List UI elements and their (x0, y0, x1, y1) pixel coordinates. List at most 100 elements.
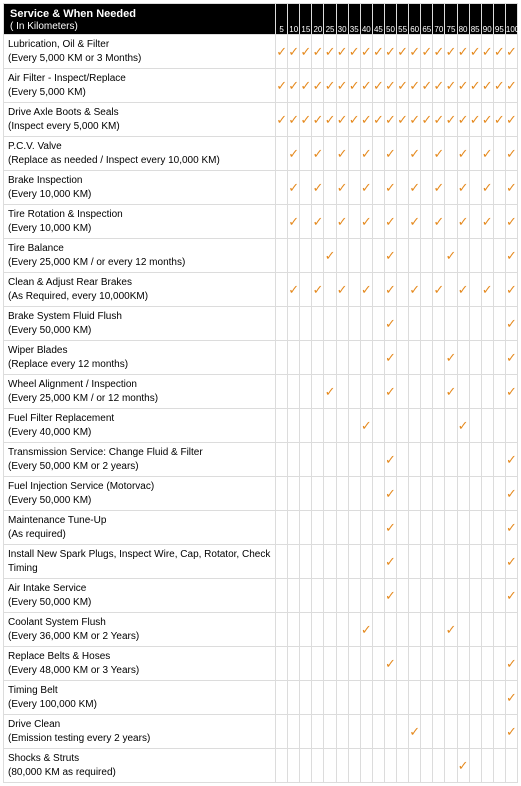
check-cell (397, 681, 409, 715)
check-cell: ✓ (336, 205, 348, 239)
check-cell (360, 749, 372, 783)
check-cell (445, 545, 457, 579)
header-km-75: 75 (445, 4, 457, 35)
check-cell: ✓ (493, 69, 505, 103)
check-cell (372, 613, 384, 647)
check-cell (348, 307, 360, 341)
check-cell (469, 239, 481, 273)
check-cell (481, 341, 493, 375)
check-cell (300, 579, 312, 613)
check-cell: ✓ (384, 171, 396, 205)
check-cell: ✓ (481, 137, 493, 171)
check-cell (336, 341, 348, 375)
check-cell (445, 171, 457, 205)
service-label: Install New Spark Plugs, Inspect Wire, C… (4, 545, 276, 579)
check-cell (481, 239, 493, 273)
check-cell: ✓ (384, 647, 396, 681)
check-cell (276, 579, 288, 613)
check-cell (457, 511, 469, 545)
check-cell (433, 715, 445, 749)
check-cell (481, 681, 493, 715)
check-cell (421, 511, 433, 545)
check-cell (409, 409, 421, 443)
check-cell (433, 613, 445, 647)
check-cell: ✓ (276, 69, 288, 103)
check-cell (384, 409, 396, 443)
check-cell (493, 579, 505, 613)
check-cell (493, 681, 505, 715)
check-cell (288, 579, 300, 613)
check-cell (348, 579, 360, 613)
table-row: Wheel Alignment / Inspection(Every 25,00… (4, 375, 518, 409)
table-row: Brake Inspection(Every 10,000 KM)✓✓✓✓✓✓✓… (4, 171, 518, 205)
check-cell (300, 171, 312, 205)
check-cell (445, 681, 457, 715)
check-cell (469, 409, 481, 443)
check-cell: ✓ (300, 103, 312, 137)
check-cell (421, 443, 433, 477)
check-cell: ✓ (409, 205, 421, 239)
check-cell (324, 579, 336, 613)
table-row: P.C.V. Valve(Replace as needed / Inspect… (4, 137, 518, 171)
check-cell (409, 579, 421, 613)
check-cell (457, 681, 469, 715)
check-cell (433, 375, 445, 409)
check-cell (457, 341, 469, 375)
check-cell: ✓ (372, 69, 384, 103)
check-cell (312, 409, 324, 443)
service-label: Timing Belt(Every 100,000 KM) (4, 681, 276, 715)
service-label: Shocks & Struts(80,000 KM as required) (4, 749, 276, 783)
check-cell: ✓ (469, 103, 481, 137)
check-cell (481, 307, 493, 341)
service-label: Brake System Fluid Flush(Every 50,000 KM… (4, 307, 276, 341)
check-cell (348, 273, 360, 307)
check-cell (288, 647, 300, 681)
check-cell (493, 443, 505, 477)
service-label: P.C.V. Valve(Replace as needed / Inspect… (4, 137, 276, 171)
check-cell (397, 239, 409, 273)
check-cell (324, 715, 336, 749)
check-cell (276, 137, 288, 171)
check-cell (445, 443, 457, 477)
check-cell: ✓ (288, 273, 300, 307)
service-label: Fuel Injection Service (Motorvac)(Every … (4, 477, 276, 511)
check-cell (300, 239, 312, 273)
check-cell (457, 579, 469, 613)
check-cell (481, 715, 493, 749)
service-label: Drive Axle Boots & Seals(Inspect every 5… (4, 103, 276, 137)
check-cell (300, 749, 312, 783)
check-cell (324, 477, 336, 511)
check-cell (372, 749, 384, 783)
check-cell (276, 375, 288, 409)
check-cell (481, 613, 493, 647)
check-cell: ✓ (288, 103, 300, 137)
check-cell: ✓ (348, 103, 360, 137)
check-cell (481, 409, 493, 443)
check-cell: ✓ (409, 137, 421, 171)
check-cell (445, 511, 457, 545)
check-cell (312, 579, 324, 613)
check-cell: ✓ (445, 69, 457, 103)
check-cell: ✓ (445, 239, 457, 273)
check-cell (372, 511, 384, 545)
check-cell (300, 647, 312, 681)
check-cell (300, 205, 312, 239)
check-cell (300, 545, 312, 579)
check-cell (433, 409, 445, 443)
check-cell (372, 375, 384, 409)
check-cell: ✓ (288, 171, 300, 205)
header-km-90: 90 (481, 4, 493, 35)
check-cell (360, 715, 372, 749)
check-cell: ✓ (457, 273, 469, 307)
check-cell (288, 749, 300, 783)
check-cell (469, 341, 481, 375)
check-cell (348, 375, 360, 409)
check-cell (469, 205, 481, 239)
check-cell (372, 341, 384, 375)
check-cell (324, 273, 336, 307)
check-cell (336, 579, 348, 613)
check-cell (421, 307, 433, 341)
check-cell: ✓ (384, 443, 396, 477)
check-cell (288, 681, 300, 715)
check-cell (276, 443, 288, 477)
